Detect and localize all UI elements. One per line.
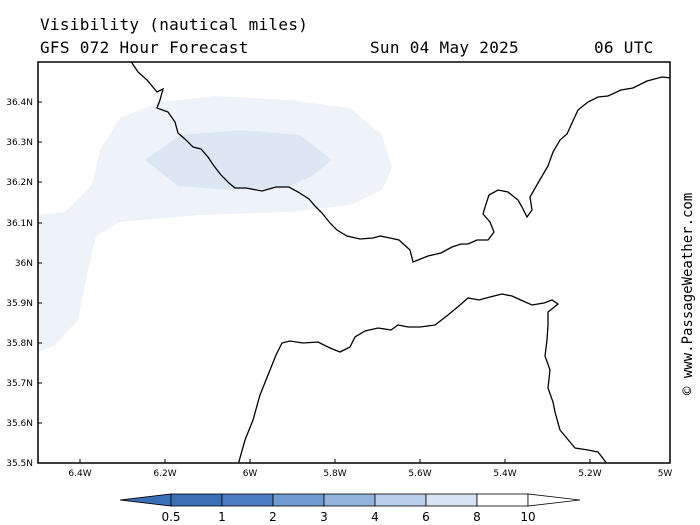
legend-right-arrow — [527, 493, 581, 507]
map-title: Visibility (nautical miles) — [40, 15, 309, 34]
lat-label: 36.4N — [6, 98, 33, 108]
lat-label: 35.9N — [6, 299, 33, 309]
legend-swatch — [425, 493, 478, 507]
legend-left-arrow — [119, 493, 172, 507]
forecast-model: GFS 072 Hour Forecast — [40, 38, 249, 57]
forecast-date: Sun 04 May 2025 — [370, 38, 519, 57]
legend-label: 3 — [320, 510, 328, 524]
color-legend: 0.5 1 2 3 4 6 8 10 — [119, 493, 581, 524]
lon-label: 6.4W — [68, 469, 91, 479]
coastline-morocco — [237, 293, 608, 463]
lon-label: 5.6W — [408, 469, 431, 479]
legend-label: 0.5 — [161, 510, 180, 524]
lat-label: 35.8N — [6, 339, 33, 349]
lat-label: 36.2N — [6, 178, 33, 188]
lon-label: 5W — [658, 469, 673, 479]
legend-label: 1 — [218, 510, 226, 524]
legend-swatch — [272, 493, 325, 507]
legend-label: 4 — [371, 510, 379, 524]
latitude-axis: 36.4N 36.3N 36.2N 36.1N 36N 35.9N 35.8N … — [6, 98, 42, 469]
legend-swatch — [476, 493, 529, 507]
lat-label: 36N — [15, 259, 33, 269]
lat-label: 36.1N — [6, 219, 33, 229]
lon-label: 5.8W — [323, 469, 346, 479]
legend-label: 2 — [269, 510, 277, 524]
legend-swatch — [221, 493, 274, 507]
watermark: © www.PassageWeather.com — [680, 193, 696, 395]
coastline-spain — [130, 62, 670, 263]
lon-label: 6.2W — [153, 469, 176, 479]
forecast-time: 06 UTC — [594, 38, 654, 57]
lon-label: 5.4W — [493, 469, 516, 479]
watermark-text: © www.PassageWeather.com — [680, 193, 696, 395]
legend-label: 10 — [520, 510, 535, 524]
lon-label: 6W — [243, 469, 258, 479]
lat-label: 36.3N — [6, 138, 33, 148]
legend-swatch — [323, 493, 376, 507]
lat-label: 35.6N — [6, 419, 33, 429]
lat-label: 35.7N — [6, 379, 33, 389]
lon-label: 5.2W — [578, 469, 601, 479]
legend-swatch — [170, 493, 223, 507]
legend-swatch — [374, 493, 427, 507]
legend-label: 6 — [422, 510, 430, 524]
longitude-axis: 6.4W 6.2W 6W 5.8W 5.6W 5.4W 5.2W 5W — [68, 459, 672, 479]
legend-label: 8 — [473, 510, 481, 524]
lat-label: 35.5N — [6, 459, 33, 469]
